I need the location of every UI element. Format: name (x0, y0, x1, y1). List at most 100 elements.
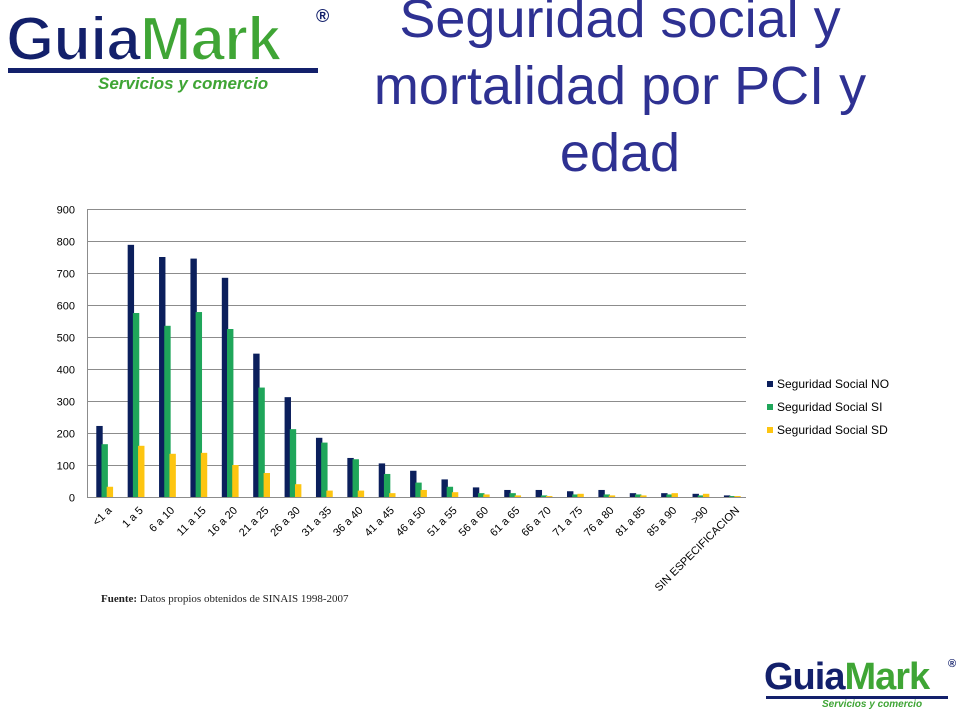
title-line-1: Seguridad social y (399, 0, 841, 49)
bar (263, 473, 270, 497)
bar (410, 470, 417, 497)
bar (164, 325, 171, 497)
logo-wordmark: GuiaMark (764, 656, 930, 698)
legend-swatch (767, 427, 773, 433)
x-tick-label: 1 a 5 (120, 505, 146, 531)
bar (577, 493, 584, 497)
y-tick-label: 900 (57, 205, 75, 217)
gridlines (87, 209, 746, 498)
bar (441, 479, 448, 497)
bar (567, 491, 574, 497)
slide-title: Seguridad social y mortalidad por PCI y … (330, 0, 910, 187)
x-tick-label: 26 a 30 (268, 505, 302, 539)
x-tick-label: 21 a 25 (237, 505, 271, 539)
title-line-3: edad (559, 123, 681, 183)
y-tick-label: 700 (57, 269, 75, 281)
bar (347, 457, 354, 497)
x-tick-label: 31 a 35 (300, 505, 334, 539)
logo-underline (766, 696, 948, 699)
bar (321, 442, 328, 497)
bar (357, 490, 365, 497)
logo-underline (8, 68, 318, 73)
logo-tagline: Servicios y comercio (822, 699, 923, 710)
x-tick-label: 71 a 75 (551, 505, 585, 539)
x-tick-label: 81 a 85 (614, 505, 648, 539)
bar (603, 494, 610, 497)
bar (472, 487, 480, 497)
bar (289, 429, 297, 497)
y-tick-label: 100 (57, 461, 75, 473)
bar (378, 463, 386, 497)
bar (101, 444, 108, 497)
bar (420, 489, 427, 497)
legend-label: Seguridad Social SD (777, 423, 888, 437)
bar (634, 494, 642, 497)
bar (106, 486, 114, 497)
y-tick-label: 400 (57, 365, 75, 377)
bar (661, 493, 668, 497)
bar (221, 277, 229, 497)
y-tick-label: 200 (57, 429, 75, 441)
x-tick-label: 36 a 40 (331, 505, 365, 539)
bar (195, 312, 203, 497)
bar (284, 397, 291, 497)
bar (504, 489, 511, 497)
legend-label: Seguridad Social SI (777, 400, 882, 414)
bar (446, 486, 454, 497)
bar (138, 445, 145, 497)
bar (253, 353, 260, 497)
bar (451, 492, 459, 497)
y-axis-tick-labels: 0 100 200 300 400 500 600 700 800 900 (57, 205, 75, 505)
bars (96, 244, 741, 497)
y-tick-label: 0 (69, 493, 75, 505)
bar (723, 495, 731, 497)
bar (729, 496, 736, 497)
registered-mark: ® (948, 658, 957, 670)
bar (190, 258, 197, 497)
x-tick-label: >90 (689, 505, 711, 527)
bar (540, 495, 548, 497)
bar (415, 482, 422, 497)
bar (671, 493, 678, 497)
bar (692, 493, 699, 497)
bar (697, 495, 705, 497)
bar (159, 257, 166, 497)
bar (640, 495, 647, 497)
logo-tagline: Servicios y comercio (98, 74, 269, 93)
bar (483, 494, 490, 497)
y-tick-label: 500 (57, 333, 75, 345)
bar (132, 313, 140, 497)
y-tick-label: 800 (57, 237, 75, 249)
logo-wordmark: GuiaMark (5, 4, 283, 75)
bar (598, 489, 605, 497)
x-tick-label: 85 a 90 (645, 505, 679, 539)
bar (608, 495, 616, 497)
bar (666, 494, 673, 497)
x-tick-label: <1 a (91, 504, 115, 528)
guiamark-logo-top: GuiaMark ® Servicios y comercio (5, 4, 336, 93)
x-tick-label: 66 a 70 (519, 505, 553, 539)
legend-swatch (767, 404, 773, 410)
bar (96, 425, 103, 497)
bar (258, 387, 265, 497)
bar (315, 437, 323, 497)
bar (702, 493, 710, 497)
legend-swatch (767, 381, 773, 387)
bar (514, 495, 522, 497)
bar (294, 484, 302, 497)
bar (127, 244, 135, 497)
y-tick-label: 300 (57, 397, 75, 409)
title-line-2: mortalidad por PCI y (373, 56, 867, 116)
x-tick-label: 46 a 50 (394, 505, 428, 539)
x-tick-label: 61 a 65 (488, 505, 522, 539)
x-tick-label: 16 a 20 (206, 505, 240, 539)
bar (546, 496, 553, 497)
bar (572, 494, 579, 497)
x-tick-label: 41 a 45 (362, 505, 396, 539)
legend-label: Seguridad Social NO (777, 377, 889, 391)
y-tick-label: 600 (57, 301, 75, 313)
source-note: Fuente: Datos propios obtenidos de SINAI… (101, 593, 348, 605)
bar (326, 490, 333, 497)
